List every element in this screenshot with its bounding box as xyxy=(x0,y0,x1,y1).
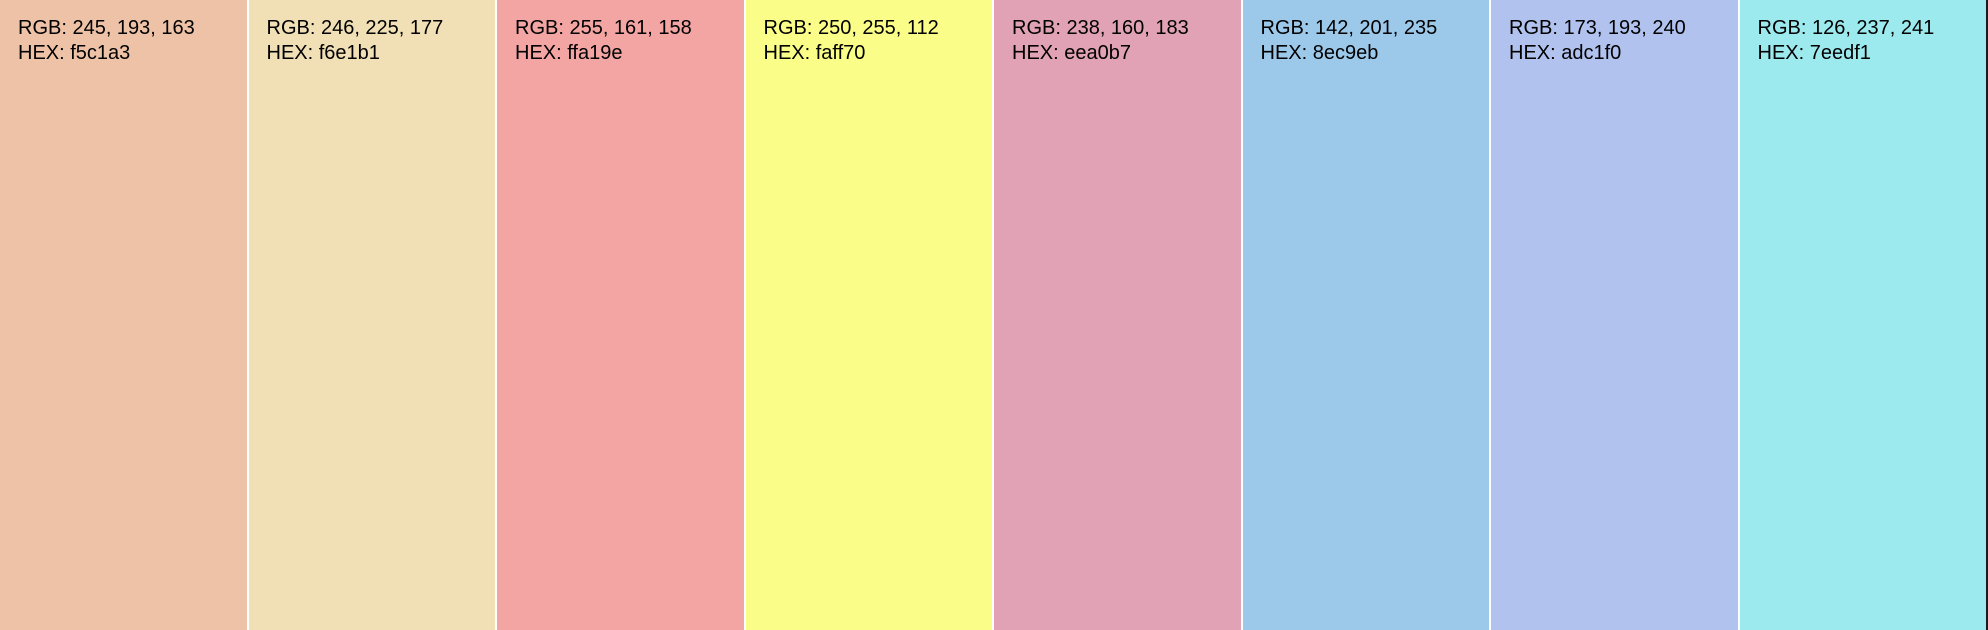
rgb-value: RGB: 246, 225, 177 xyxy=(266,17,444,39)
color-swatch-4: RGB: 250, 255, 112 HEX: faff70 xyxy=(745,0,992,630)
color-swatch-3: RGB: 255, 161, 158 HEX: ffa19e xyxy=(497,0,744,630)
hex-value: HEX: 7eedf1 xyxy=(1757,42,1871,64)
hex-value: HEX: adc1f0 xyxy=(1509,42,1622,64)
color-swatch-6: RGB: 142, 201, 235 HEX: 8ec9eb xyxy=(1242,0,1489,630)
hex-value: HEX: f6e1b1 xyxy=(266,42,380,64)
hex-value: HEX: 8ec9eb xyxy=(1260,42,1379,64)
color-swatch-7: RGB: 173, 193, 240 HEX: adc1f0 xyxy=(1491,0,1738,630)
color-swatch-5: RGB: 238, 160, 183 HEX: eea0b7 xyxy=(994,0,1241,630)
rgb-value: RGB: 255, 161, 158 xyxy=(515,17,692,39)
color-swatch-1: RGB: 245, 193, 163 HEX: f5c1a3 xyxy=(0,0,247,630)
rgb-value: RGB: 250, 255, 112 xyxy=(763,17,939,39)
rgb-value: RGB: 238, 160, 183 xyxy=(1012,17,1189,39)
rgb-value: RGB: 173, 193, 240 xyxy=(1509,17,1686,39)
rgb-value: RGB: 126, 237, 241 xyxy=(1757,17,1935,39)
hex-value: HEX: f5c1a3 xyxy=(18,42,131,64)
rgb-value: RGB: 245, 193, 163 xyxy=(18,17,195,39)
hex-value: HEX: faff70 xyxy=(763,42,866,64)
hex-value: HEX: eea0b7 xyxy=(1012,42,1131,64)
color-swatch-2: RGB: 246, 225, 177 HEX: f6e1b1 xyxy=(248,0,495,630)
rgb-value: RGB: 142, 201, 235 xyxy=(1260,17,1438,39)
hex-value: HEX: ffa19e xyxy=(515,42,623,64)
color-swatch-8: RGB: 126, 237, 241 HEX: 7eedf1 xyxy=(1739,0,1988,630)
